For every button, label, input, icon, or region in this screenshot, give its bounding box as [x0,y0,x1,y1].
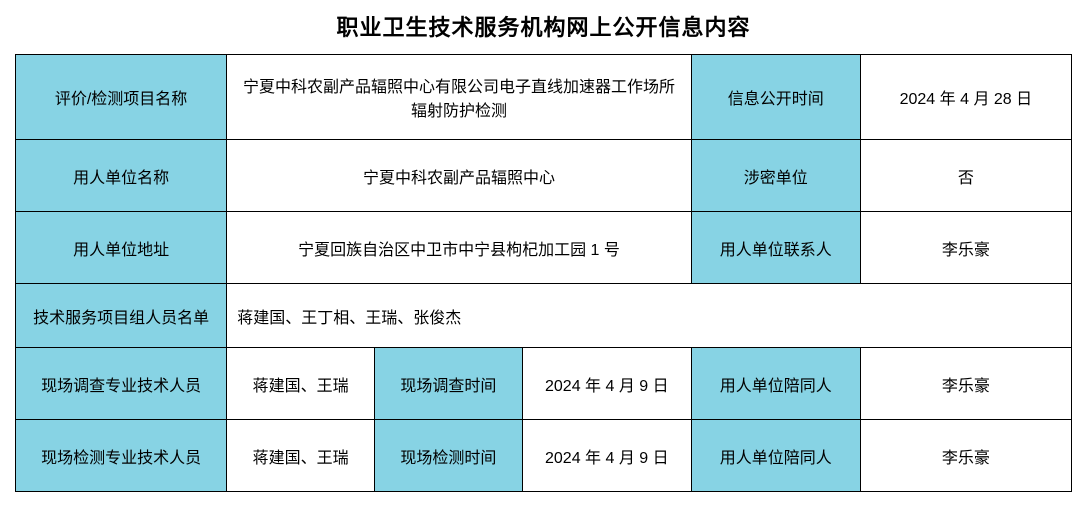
table-cell: 2024 年 4 月 9 日 [522,420,691,492]
table-row: 评价/检测项目名称宁夏中科农副产品辐照中心有限公司电子直线加速器工作场所辐射防护… [16,55,1072,140]
table-row: 用人单位名称宁夏中科农副产品辐照中心涉密单位否 [16,140,1072,212]
table-cell: 涉密单位 [691,140,860,212]
table-cell: 蒋建国、王瑞 [227,348,375,420]
table-cell: 信息公开时间 [691,55,860,140]
table-cell: 用人单位联系人 [691,212,860,284]
table-cell: 李乐豪 [860,420,1071,492]
table-cell: 宁夏中科农副产品辐照中心有限公司电子直线加速器工作场所辐射防护检测 [227,55,692,140]
table-row: 现场检测专业技术人员蒋建国、王瑞现场检测时间2024 年 4 月 9 日用人单位… [16,420,1072,492]
table-cell: 否 [860,140,1071,212]
table-cell: 现场调查专业技术人员 [16,348,227,420]
table-cell: 宁夏中科农副产品辐照中心 [227,140,692,212]
table-cell: 李乐豪 [860,348,1071,420]
table-cell: 技术服务项目组人员名单 [16,284,227,348]
table-row: 技术服务项目组人员名单蒋建国、王丁相、王瑞、张俊杰 [16,284,1072,348]
page-title: 职业卫生技术服务机构网上公开信息内容 [15,10,1072,42]
table-cell: 用人单位陪同人 [691,348,860,420]
table-cell: 评价/检测项目名称 [16,55,227,140]
table-cell: 2024 年 4 月 28 日 [860,55,1071,140]
table-cell: 用人单位名称 [16,140,227,212]
table-cell: 蒋建国、王瑞 [227,420,375,492]
table-row: 用人单位地址宁夏回族自治区中卫市中宁县枸杞加工园 1 号用人单位联系人李乐豪 [16,212,1072,284]
table-cell: 用人单位陪同人 [691,420,860,492]
table-cell: 现场检测时间 [375,420,523,492]
table-cell: 现场调查时间 [375,348,523,420]
table-cell: 李乐豪 [860,212,1071,284]
table-cell: 用人单位地址 [16,212,227,284]
table-cell: 2024 年 4 月 9 日 [522,348,691,420]
table-cell: 现场检测专业技术人员 [16,420,227,492]
table-cell: 蒋建国、王丁相、王瑞、张俊杰 [227,284,1072,348]
table-row: 现场调查专业技术人员蒋建国、王瑞现场调查时间2024 年 4 月 9 日用人单位… [16,348,1072,420]
table-cell: 宁夏回族自治区中卫市中宁县枸杞加工园 1 号 [227,212,692,284]
info-table: 评价/检测项目名称宁夏中科农副产品辐照中心有限公司电子直线加速器工作场所辐射防护… [15,54,1072,492]
